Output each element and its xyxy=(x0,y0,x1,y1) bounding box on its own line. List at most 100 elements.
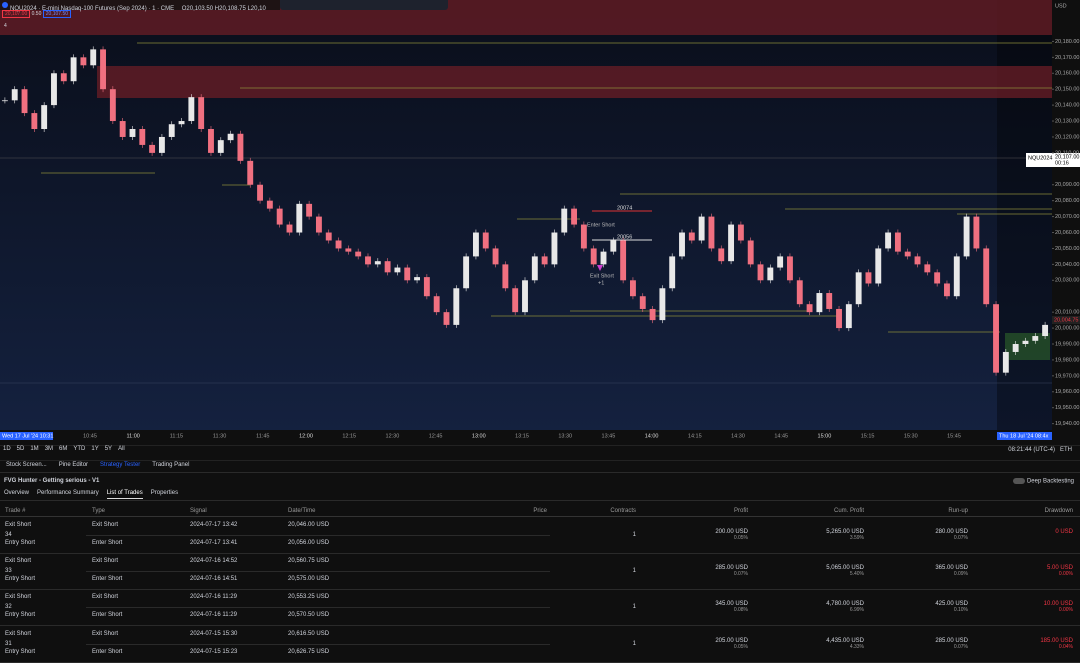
range-button[interactable]: 1D xyxy=(3,446,11,452)
start-time-box xyxy=(0,432,53,440)
candle xyxy=(541,256,548,265)
range-button[interactable]: 5Y xyxy=(104,446,113,452)
range-button[interactable]: 5D xyxy=(16,446,25,452)
cell: 0 USD xyxy=(1055,529,1073,535)
range-button[interactable]: 6M xyxy=(59,446,68,452)
candle xyxy=(168,124,175,137)
column-header: Signal xyxy=(190,508,207,514)
range-button[interactable]: 3M xyxy=(44,446,54,452)
subtab[interactable]: List of Trades xyxy=(106,490,143,499)
candle xyxy=(100,49,106,90)
price-tick-label: 20,050.00 xyxy=(1055,246,1079,252)
countdown: 00:16 xyxy=(1055,160,1069,166)
cell: 4,780.00 USD xyxy=(826,601,864,608)
candle xyxy=(561,208,568,233)
column-header: Run-up xyxy=(948,508,968,514)
cell: 5.00 USD xyxy=(1046,565,1073,572)
panel-tab[interactable]: Trading Panel xyxy=(152,462,190,468)
cell: 0.00% xyxy=(1058,571,1073,578)
deep-toggle[interactable]: Deep Backtesting xyxy=(1013,478,1074,485)
candle xyxy=(1042,324,1049,337)
candle xyxy=(718,248,725,262)
price-tick-label: 19,950.00 xyxy=(1055,405,1079,411)
indicator-count[interactable]: 4 xyxy=(4,23,7,29)
candle xyxy=(31,113,38,129)
candle xyxy=(600,251,607,265)
time-label: 11:45 xyxy=(256,433,269,439)
price-tick-label: 20,130.00 xyxy=(1055,118,1079,124)
candle xyxy=(365,256,371,265)
candle xyxy=(630,280,636,297)
range-button[interactable]: 1Y xyxy=(91,446,99,452)
cell: Exit Short xyxy=(92,594,119,601)
range-button[interactable]: YTD xyxy=(73,446,86,452)
subtab[interactable]: Performance Summary xyxy=(37,490,99,496)
candle xyxy=(1002,351,1009,373)
cell: Exit Short xyxy=(5,522,32,528)
time-label: 12:15 xyxy=(342,433,356,439)
time-label: 11:15 xyxy=(170,433,183,439)
cell: 2024-07-15 15:23 xyxy=(190,648,238,655)
candle xyxy=(384,261,391,273)
cell: Entry Short xyxy=(5,540,36,546)
price-tick-label: 19,940.00 xyxy=(1055,421,1079,427)
time-label: 13:00 xyxy=(472,433,486,439)
cell: 4.33% xyxy=(849,643,864,650)
candle xyxy=(816,293,823,313)
cell: Enter Short xyxy=(92,576,123,583)
cell: 1 xyxy=(632,532,636,538)
column-header: Cum. Profit xyxy=(833,508,864,514)
candle xyxy=(70,57,77,82)
candle xyxy=(355,251,362,257)
cell: 5,065.00 USD xyxy=(826,565,864,572)
candle xyxy=(90,49,97,66)
spread: 0.50 xyxy=(31,11,42,17)
candle xyxy=(973,216,980,249)
cell: 20,553.25 USD xyxy=(288,594,330,601)
cell: 345.00 USD xyxy=(715,601,748,608)
panel-tab[interactable]: Pine Editor xyxy=(58,462,89,468)
subtabs: Overview Performance Summary List of Trade… xyxy=(0,490,1080,501)
end-time: Thu 18 Jul '24 08:4x xyxy=(999,433,1049,439)
panel-tab[interactable]: Strategy Tester xyxy=(100,462,141,468)
candle xyxy=(757,264,764,281)
candle xyxy=(60,73,67,82)
position-box xyxy=(1052,316,1080,324)
candle xyxy=(414,277,420,281)
trade-id: 31 xyxy=(5,640,12,647)
cell: 0.05% xyxy=(733,643,748,650)
cell: Enter Short xyxy=(92,648,123,655)
cell: 185.00 USD xyxy=(1040,637,1073,644)
last-price: 20,107.00 xyxy=(1055,154,1079,160)
bid: 20,107.00 xyxy=(2,10,31,18)
subtab[interactable]: Properties xyxy=(150,490,179,496)
candle xyxy=(237,133,244,161)
cell: 2024-07-16 14:52 xyxy=(190,558,238,565)
candle xyxy=(659,288,666,321)
cell: Enter Short xyxy=(92,540,123,546)
panel-tab[interactable]: Stock Screen... xyxy=(6,462,47,468)
candle xyxy=(944,283,950,297)
candle xyxy=(934,272,941,284)
row-rule xyxy=(86,571,550,573)
trade-label: Exit Short xyxy=(590,273,614,279)
candle xyxy=(129,129,136,137)
candle xyxy=(208,129,214,153)
price-tick-label: 20,110.00 xyxy=(1055,150,1079,156)
cell: 0.05% xyxy=(733,535,748,541)
range-button[interactable]: All xyxy=(118,446,125,452)
candle xyxy=(531,256,538,281)
candle xyxy=(787,256,793,281)
price-axis xyxy=(1052,0,1080,430)
drawing-toolbar[interactable] xyxy=(280,0,448,10)
candle xyxy=(885,232,892,249)
candle xyxy=(276,208,283,225)
cell: 20,626.75 USD xyxy=(288,648,330,655)
cell: 0.09% xyxy=(953,571,968,578)
candle xyxy=(894,232,901,252)
trade-label: +1 xyxy=(598,280,604,286)
range-button[interactable]: 1M xyxy=(30,446,39,452)
subtab[interactable]: Overview xyxy=(4,490,30,496)
session[interactable]: ETH xyxy=(1060,447,1072,453)
price-tick-label: 20,170.00 xyxy=(1055,55,1079,61)
